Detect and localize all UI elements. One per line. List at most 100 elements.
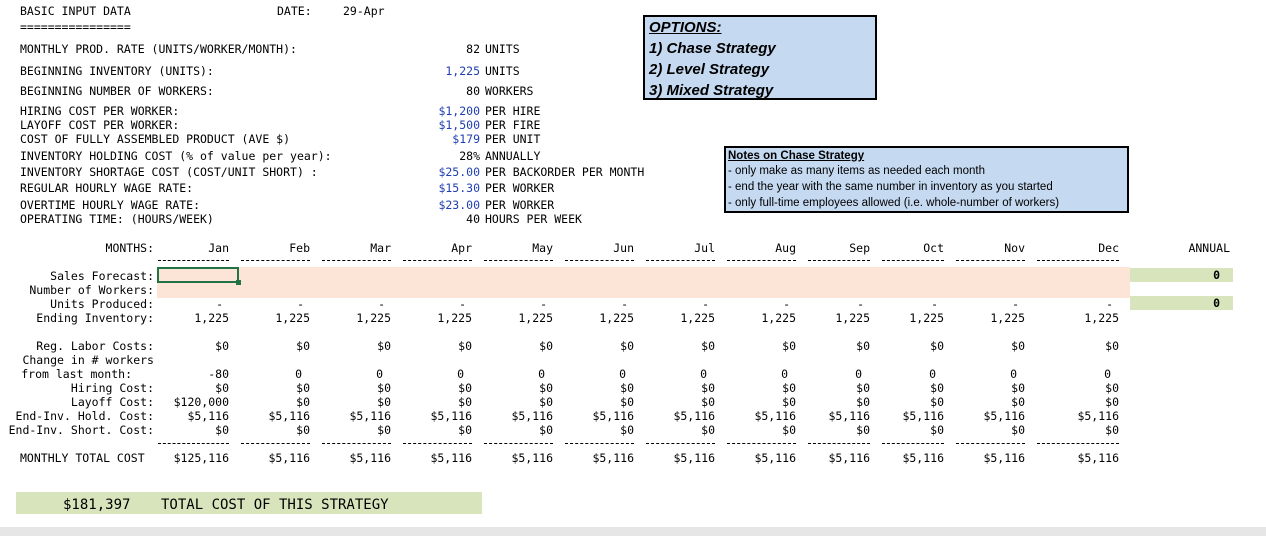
- table-cell[interactable]: 0: [700, 367, 707, 381]
- table-cell[interactable]: 1,225: [1084, 311, 1119, 325]
- table-cell[interactable]: 1,225: [437, 311, 472, 325]
- input-value[interactable]: $1,200: [438, 104, 480, 118]
- table-cell[interactable]: $0: [1011, 381, 1025, 395]
- table-cell[interactable]: 0: [295, 367, 302, 381]
- table-cell[interactable]: $5,116: [1077, 409, 1119, 423]
- table-cell[interactable]: $0: [1011, 339, 1025, 353]
- table-cell[interactable]: $0: [701, 395, 715, 409]
- table-cell[interactable]: $5,116: [349, 409, 391, 423]
- table-cell[interactable]: $0: [701, 339, 715, 353]
- table-cell[interactable]: $0: [782, 423, 796, 437]
- input-value[interactable]: 28%: [459, 149, 480, 163]
- table-cell[interactable]: $0: [1105, 339, 1119, 353]
- table-cell[interactable]: -: [1012, 297, 1019, 311]
- input-value[interactable]: $15.30: [438, 181, 480, 195]
- input-value[interactable]: $179: [452, 132, 480, 146]
- table-cell[interactable]: $5,116: [592, 451, 634, 465]
- table-cell[interactable]: -: [931, 297, 938, 311]
- table-cell[interactable]: $5,116: [268, 451, 310, 465]
- table-cell[interactable]: -: [216, 297, 223, 311]
- table-cell[interactable]: $0: [377, 423, 391, 437]
- table-cell[interactable]: $5,116: [673, 451, 715, 465]
- table-cell[interactable]: -: [702, 297, 709, 311]
- table-cell[interactable]: $5,116: [592, 409, 634, 423]
- table-cell[interactable]: $0: [458, 339, 472, 353]
- table-cell[interactable]: $0: [377, 381, 391, 395]
- horizontal-scrollbar[interactable]: [0, 527, 1266, 536]
- table-cell[interactable]: $5,116: [430, 451, 472, 465]
- table-cell[interactable]: $0: [701, 381, 715, 395]
- table-cell[interactable]: $0: [782, 381, 796, 395]
- table-cell[interactable]: -: [783, 297, 790, 311]
- table-cell[interactable]: 0: [457, 367, 464, 381]
- table-cell[interactable]: $0: [620, 423, 634, 437]
- table-cell[interactable]: $0: [856, 381, 870, 395]
- table-cell[interactable]: $0: [856, 395, 870, 409]
- table-cell[interactable]: 1,225: [356, 311, 391, 325]
- table-cell[interactable]: $0: [215, 381, 229, 395]
- fill-handle[interactable]: [236, 280, 241, 285]
- table-cell[interactable]: $5,116: [902, 409, 944, 423]
- table-cell[interactable]: $0: [1011, 423, 1025, 437]
- input-value[interactable]: $23.00: [438, 198, 480, 212]
- table-cell[interactable]: $0: [377, 339, 391, 353]
- table-cell[interactable]: -: [1106, 297, 1113, 311]
- table-cell[interactable]: $0: [296, 423, 310, 437]
- table-cell[interactable]: -: [857, 297, 864, 311]
- table-cell[interactable]: $5,116: [268, 409, 310, 423]
- table-cell[interactable]: $0: [539, 395, 553, 409]
- input-value[interactable]: 80: [466, 84, 480, 98]
- table-cell[interactable]: $0: [458, 395, 472, 409]
- table-cell[interactable]: 1,225: [990, 311, 1025, 325]
- table-cell[interactable]: $0: [930, 395, 944, 409]
- table-cell[interactable]: $5,116: [187, 409, 229, 423]
- table-cell[interactable]: $0: [296, 339, 310, 353]
- table-cell[interactable]: $0: [701, 423, 715, 437]
- table-cell[interactable]: -: [540, 297, 547, 311]
- annual-cell[interactable]: 0: [1213, 296, 1220, 310]
- table-cell[interactable]: $0: [1011, 395, 1025, 409]
- table-cell[interactable]: $0: [856, 339, 870, 353]
- input-value[interactable]: 82: [466, 42, 480, 56]
- table-cell[interactable]: $125,116: [173, 451, 229, 465]
- table-cell[interactable]: 0: [1104, 367, 1111, 381]
- table-cell[interactable]: $0: [377, 395, 391, 409]
- table-cell[interactable]: $0: [782, 395, 796, 409]
- table-cell[interactable]: -: [297, 297, 304, 311]
- table-cell[interactable]: -80: [208, 367, 229, 381]
- table-cell[interactable]: 0: [781, 367, 788, 381]
- table-cell[interactable]: $5,116: [1077, 451, 1119, 465]
- input-value[interactable]: 1,225: [445, 64, 480, 78]
- selected-cell[interactable]: [157, 267, 239, 283]
- table-cell[interactable]: 0: [619, 367, 626, 381]
- table-cell[interactable]: $5,116: [828, 409, 870, 423]
- table-cell[interactable]: $0: [458, 381, 472, 395]
- table-cell[interactable]: $5,116: [902, 451, 944, 465]
- table-cell[interactable]: $5,116: [673, 409, 715, 423]
- date-value[interactable]: 29-Apr: [343, 4, 385, 18]
- table-cell[interactable]: $5,116: [511, 409, 553, 423]
- table-cell[interactable]: 1,225: [599, 311, 634, 325]
- table-cell[interactable]: $0: [930, 381, 944, 395]
- input-value[interactable]: 40: [466, 212, 480, 226]
- table-cell[interactable]: $0: [539, 339, 553, 353]
- table-cell[interactable]: $0: [620, 381, 634, 395]
- table-cell[interactable]: $0: [1105, 381, 1119, 395]
- table-cell[interactable]: $5,116: [983, 451, 1025, 465]
- table-cell[interactable]: 1,225: [518, 311, 553, 325]
- table-cell[interactable]: $0: [930, 423, 944, 437]
- table-cell[interactable]: $0: [296, 395, 310, 409]
- table-cell[interactable]: -: [459, 297, 466, 311]
- table-cell[interactable]: $0: [930, 339, 944, 353]
- table-cell[interactable]: 1,225: [194, 311, 229, 325]
- table-cell[interactable]: $0: [1105, 395, 1119, 409]
- table-cell[interactable]: 1,225: [275, 311, 310, 325]
- table-cell[interactable]: 0: [929, 367, 936, 381]
- table-cell[interactable]: $5,116: [430, 409, 472, 423]
- table-cell[interactable]: $5,116: [511, 451, 553, 465]
- table-cell[interactable]: 1,225: [761, 311, 796, 325]
- table-cell[interactable]: $120,000: [173, 395, 229, 409]
- table-cell[interactable]: $5,116: [983, 409, 1025, 423]
- table-cell[interactable]: $0: [782, 339, 796, 353]
- table-cell[interactable]: 0: [855, 367, 862, 381]
